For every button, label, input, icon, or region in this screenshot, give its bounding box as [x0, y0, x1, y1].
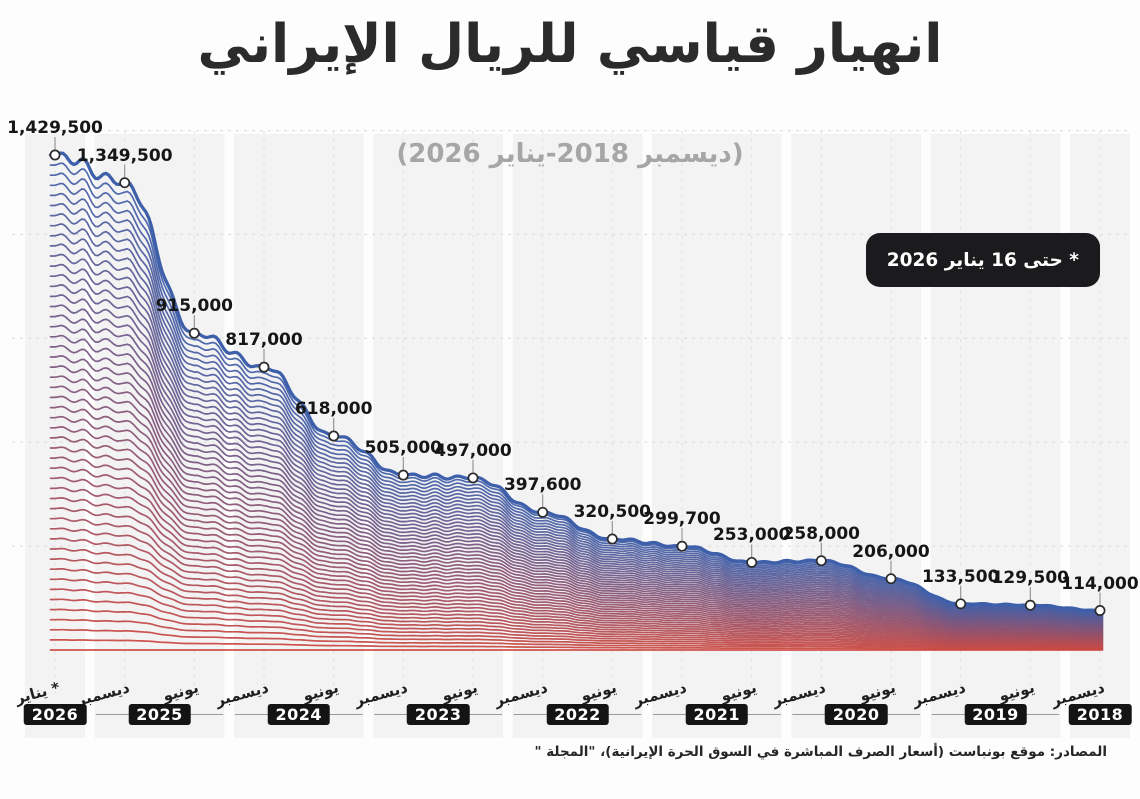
ridge-line — [49, 557, 1104, 644]
data-point-marker — [815, 555, 827, 567]
year-badge-2023: 2023 — [406, 704, 470, 725]
ridge-line — [49, 202, 1104, 616]
year-badge-2022: 2022 — [546, 704, 609, 725]
source-caption: المصادر: موقع بونباست (أسعار الصرف المبا… — [534, 744, 1107, 760]
ridge-line — [49, 639, 1104, 651]
ridge-line — [49, 253, 1104, 620]
ridge-line — [49, 294, 1104, 623]
ridge-line — [49, 547, 1104, 643]
value-label: 618,000 — [294, 399, 373, 419]
ridge-line — [49, 334, 1104, 626]
data-point-marker — [119, 177, 131, 189]
ridge-line — [49, 324, 1104, 626]
ridge-line — [49, 213, 1104, 617]
ridge-line — [49, 507, 1104, 640]
value-label: 258,000 — [782, 523, 861, 544]
ridge-line — [49, 446, 1104, 635]
ridge-line — [49, 385, 1104, 630]
ridge-line — [49, 628, 1104, 650]
year-badge-2024: 2024 — [267, 704, 331, 725]
ridge-line — [49, 273, 1104, 622]
ridge-line — [49, 365, 1104, 629]
data-point-marker — [676, 540, 688, 552]
ridge-line — [49, 618, 1104, 649]
value-label: 129,500 — [991, 568, 1070, 589]
ridge-line — [49, 344, 1104, 627]
year-badge-2018: 2018 — [1068, 704, 1132, 725]
value-label: 1,349,500 — [76, 145, 173, 166]
value-label: 915,000 — [155, 296, 234, 317]
year-badge-2019: 2019 — [964, 704, 1027, 725]
data-point-marker — [328, 430, 340, 442]
value-label: 206,000 — [852, 541, 930, 562]
data-point-marker — [606, 533, 618, 545]
ridge-line — [49, 192, 1104, 615]
data-point-marker — [188, 327, 200, 339]
ridge-line — [49, 476, 1104, 638]
ridge-line — [49, 172, 1104, 613]
note-badge: * حتى 16 يناير 2026 — [865, 233, 1100, 287]
ridge-line — [49, 182, 1104, 614]
year-badge-2026: 2026 — [23, 704, 87, 725]
ridge-line — [49, 243, 1104, 619]
data-point-marker — [258, 361, 270, 373]
subtitle: (ديسمبر 2018-يناير 2026) — [396, 139, 744, 169]
ridge-line — [49, 466, 1104, 637]
ridge-line — [49, 517, 1104, 641]
value-label: 397,600 — [503, 475, 582, 496]
ridge-line — [49, 395, 1104, 631]
value-label: 505,000 — [364, 438, 443, 459]
year-badge-2021: 2021 — [685, 704, 749, 725]
value-label: 817,000 — [225, 330, 303, 351]
ridge-line — [49, 497, 1104, 639]
ridge-line — [49, 537, 1104, 642]
ridge-line — [49, 375, 1104, 630]
year-band — [373, 134, 503, 738]
ridge-line — [49, 304, 1104, 624]
data-point-marker — [49, 149, 61, 161]
value-label: 1,429,500 — [7, 118, 103, 138]
value-label: 253,000 — [712, 525, 791, 546]
ridge-line — [49, 426, 1104, 634]
data-point-marker — [1024, 599, 1036, 611]
ridge-line — [49, 486, 1104, 638]
value-label: 114,000 — [1061, 573, 1139, 594]
data-point-marker — [955, 598, 967, 610]
ridge-line — [49, 355, 1104, 628]
value-label: 133,500 — [921, 566, 1000, 587]
data-point-marker — [467, 472, 479, 484]
data-point-marker — [746, 556, 758, 568]
ridge-line — [49, 233, 1104, 618]
ridge-line — [49, 314, 1104, 625]
ridge-line — [49, 263, 1104, 621]
ridge-line — [49, 405, 1104, 632]
year-badge-2025: 2025 — [128, 704, 191, 725]
ridge-line — [49, 578, 1104, 646]
data-point-marker — [885, 573, 897, 585]
ridge-line — [48, 151, 1105, 613]
ridge-line — [49, 527, 1104, 642]
value-label: 497,000 — [434, 440, 512, 461]
ridge-line — [49, 223, 1104, 618]
data-point-marker — [397, 469, 409, 481]
ridge-line — [49, 598, 1104, 647]
ridge-line — [49, 415, 1104, 633]
ridge-line — [49, 284, 1104, 622]
data-point-marker — [1094, 605, 1106, 616]
value-label: 299,700 — [643, 509, 721, 530]
ridge-line — [49, 456, 1104, 636]
value-label: 320,500 — [573, 502, 652, 523]
ridge-line — [49, 588, 1104, 647]
ridge-line — [49, 608, 1104, 648]
page-title: انهيار قياسي للريال الإيراني — [197, 14, 943, 75]
ridge-line — [49, 568, 1104, 645]
year-badge-2020: 2020 — [824, 704, 888, 725]
data-point-marker — [537, 506, 549, 518]
ridge-line — [49, 436, 1104, 634]
